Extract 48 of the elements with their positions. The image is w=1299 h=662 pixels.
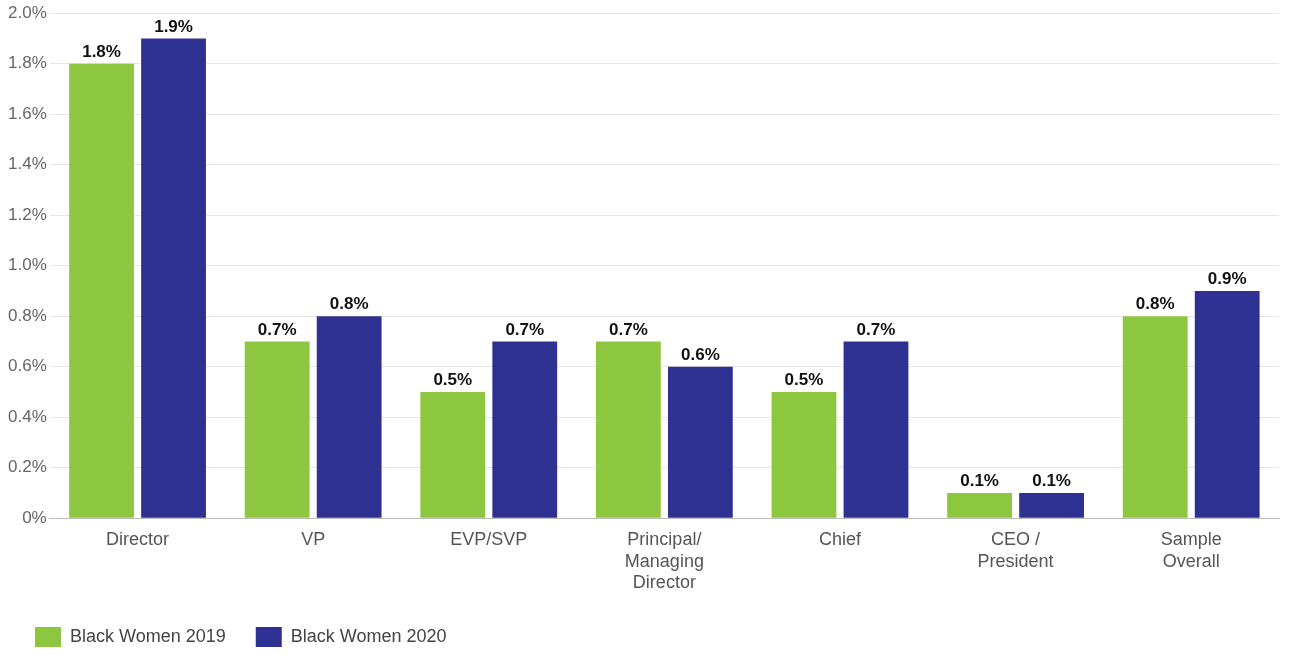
y-tick-label: 1.8% <box>8 53 47 73</box>
x-tick-label: Principal/ Managing Director <box>624 528 704 593</box>
data-label: 0.8% <box>1135 294 1175 314</box>
bar <box>843 341 909 518</box>
bar <box>1194 290 1260 518</box>
bar <box>492 341 558 518</box>
data-label: 0.7% <box>505 319 545 339</box>
y-tick-label: 1.4% <box>8 154 47 174</box>
y-tick-label: 0.6% <box>8 356 47 376</box>
data-label: 0.5% <box>433 370 473 390</box>
bar <box>947 492 1012 518</box>
y-tick-label: 0.2% <box>8 457 47 477</box>
data-label: 0.9% <box>1207 269 1247 289</box>
x-tick-label: VP <box>301 528 326 549</box>
y-tick-label: 0.4% <box>8 406 47 426</box>
y-tick-label: 1.6% <box>8 103 47 123</box>
x-tick-label: Director <box>106 528 170 549</box>
data-label: 0.7% <box>856 319 896 339</box>
data-label: 0.7% <box>609 319 648 339</box>
data-label: 0.1% <box>960 471 999 491</box>
bar <box>244 341 310 518</box>
y-tick-label: 2.0% <box>8 2 47 22</box>
bar <box>1122 316 1188 518</box>
data-label: 1.8% <box>82 41 121 61</box>
data-label: 0.6% <box>681 344 720 364</box>
bar <box>595 341 661 518</box>
bar <box>771 391 837 518</box>
bar <box>420 391 486 518</box>
data-label: 0.1% <box>1032 471 1071 491</box>
y-tick-label: 1.2% <box>8 204 47 224</box>
x-tick-label: EVP/SVP <box>450 528 528 549</box>
y-tick-label: 0% <box>22 507 47 527</box>
data-label: 0.7% <box>257 319 297 339</box>
y-tick-label: 0.8% <box>8 305 47 325</box>
bar <box>1019 492 1084 518</box>
legend-label: Black Women 2019 <box>70 625 226 646</box>
x-tick-label: CEO / President <box>977 528 1054 571</box>
x-tick-label: Sample Overall <box>1160 528 1222 571</box>
data-label: 1.9% <box>154 16 193 36</box>
y-tick-label: 1.0% <box>8 255 47 275</box>
bar <box>316 316 382 518</box>
bar <box>667 366 733 518</box>
data-label: 0.5% <box>784 370 824 390</box>
bar <box>141 38 206 518</box>
data-label: 0.8% <box>329 294 369 314</box>
x-tick-label: Chief <box>818 528 862 549</box>
bar <box>69 63 134 518</box>
legend-label: Black Women 2020 <box>290 625 447 646</box>
